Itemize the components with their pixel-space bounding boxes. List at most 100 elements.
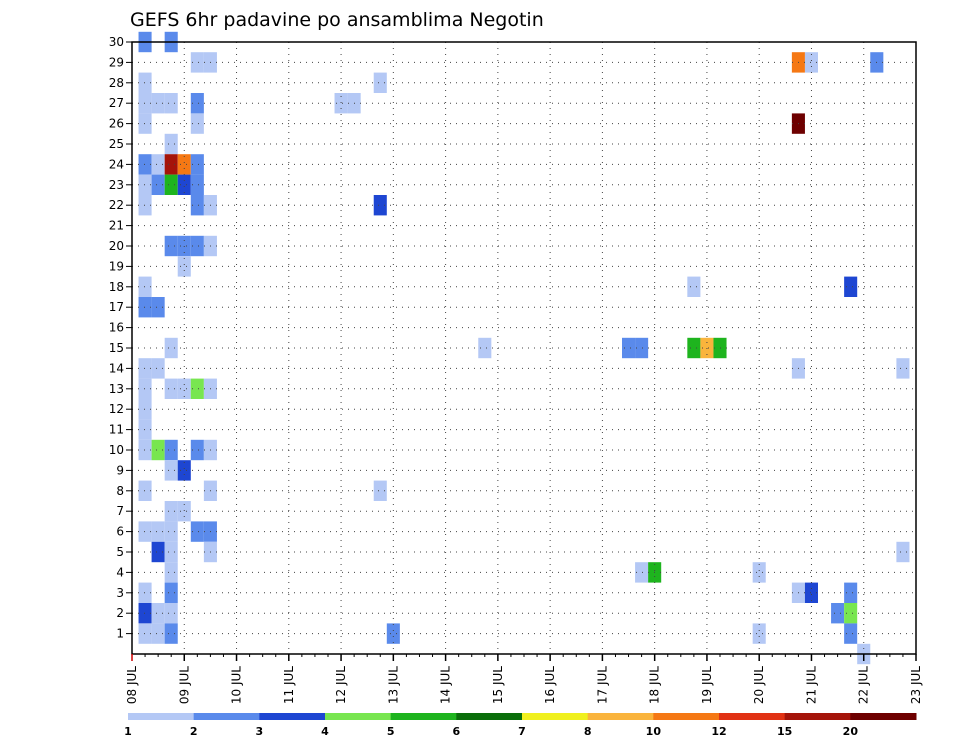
heatmap-cell <box>151 439 165 461</box>
y-tick-label: 6 <box>116 525 124 539</box>
heatmap-cell <box>844 623 858 644</box>
y-tick-label: 30 <box>109 35 124 49</box>
heatmap-cell <box>844 276 858 297</box>
heatmap-cell <box>138 603 152 624</box>
heatmap-cell <box>138 521 152 542</box>
heatmap-cell <box>177 460 191 481</box>
x-tick-label: 09 JUL <box>177 666 191 704</box>
heatmap-cell <box>138 419 152 440</box>
heatmap-cell <box>164 154 178 175</box>
heatmap-cell <box>164 378 178 399</box>
y-tick-label: 26 <box>109 117 124 131</box>
heatmap-cell <box>896 541 910 563</box>
heatmap-cell <box>844 603 858 624</box>
heatmap-cell <box>151 154 165 175</box>
heatmap-cell <box>804 582 818 603</box>
heatmap-cell <box>164 541 178 563</box>
heatmap-cell <box>373 480 387 501</box>
heatmap-cell <box>334 93 348 114</box>
y-tick-label: 13 <box>109 382 124 396</box>
legend-label: 2 <box>190 725 198 738</box>
heatmap-cell <box>190 154 204 175</box>
y-tick-label: 27 <box>109 96 124 110</box>
heatmap-cell <box>164 174 178 195</box>
legend-label: 20 <box>843 725 859 738</box>
heatmap-cell <box>164 562 178 583</box>
x-tick-label: 11 JUL <box>282 666 296 704</box>
legend-swatch <box>587 713 654 720</box>
heatmap-cell <box>138 93 152 114</box>
heatmap-cell <box>804 52 818 73</box>
y-tick-label: 19 <box>109 259 124 273</box>
legend-label: 6 <box>453 725 461 738</box>
heatmap-cell <box>138 439 152 461</box>
heatmap-cell <box>190 521 204 542</box>
legend-label: 12 <box>711 725 726 738</box>
legend-swatch <box>522 713 589 720</box>
heatmap-cell <box>164 521 178 542</box>
y-tick-label: 2 <box>116 606 124 620</box>
x-tick-label: 21 JUL <box>804 666 818 704</box>
heatmap-cell <box>164 501 178 522</box>
heatmap-cell <box>190 235 204 257</box>
y-tick-label: 24 <box>109 157 124 171</box>
y-tick-label: 1 <box>116 627 124 641</box>
heatmap-cell <box>177 378 191 399</box>
heatmap-cell <box>138 378 152 399</box>
heatmap-cell <box>138 154 152 175</box>
heatmap-cell <box>164 623 178 644</box>
legend-label: 1 <box>124 725 132 738</box>
legend-label: 5 <box>387 725 395 738</box>
y-tick-label: 16 <box>109 321 124 335</box>
y-tick-label: 5 <box>116 545 124 559</box>
heatmap-cell <box>190 439 204 461</box>
heatmap-cell <box>151 93 165 114</box>
y-tick-label: 4 <box>116 565 124 579</box>
legend-swatch <box>653 713 720 720</box>
heatmap-cell <box>138 297 152 318</box>
y-tick-label: 10 <box>109 443 124 457</box>
legend-label: 8 <box>584 725 592 738</box>
heatmap-cell <box>151 623 165 644</box>
heatmap-cell <box>177 256 191 277</box>
legend-label: 3 <box>256 725 264 738</box>
heatmap-cell <box>635 562 649 583</box>
heatmap-cell <box>138 399 152 420</box>
heatmap-cell <box>622 337 636 359</box>
y-tick-label: 14 <box>109 361 124 375</box>
heatmap-cell <box>752 562 766 583</box>
heatmap-cell <box>190 113 204 134</box>
y-tick-label: 21 <box>109 219 124 233</box>
y-tick-label: 29 <box>109 55 124 69</box>
heatmap-cell <box>138 174 152 195</box>
y-tick-label: 18 <box>109 280 124 294</box>
heatmap-cell <box>151 603 165 624</box>
legend-swatch <box>784 713 851 720</box>
heatmap-cell <box>752 623 766 644</box>
heatmap-cell <box>177 174 191 195</box>
legend: 1 2 3 4 5 6 7 8 10 12 15 20 <box>124 713 917 738</box>
y-tick-label: 15 <box>109 341 124 355</box>
x-tick-label: 20 JUL <box>752 666 766 704</box>
x-tick-label: 10 JUL <box>230 666 244 704</box>
x-tick-label: 17 JUL <box>595 666 609 704</box>
y-tick-label: 3 <box>116 586 124 600</box>
heatmap-cell <box>190 195 204 216</box>
legend-label: 15 <box>777 725 792 738</box>
heatmap-cell <box>164 460 178 481</box>
heatmap-cell <box>635 337 649 359</box>
y-tick-label: 25 <box>109 137 124 151</box>
heatmap-cell <box>190 52 204 73</box>
y-tick-label: 22 <box>109 198 124 212</box>
legend-label: 7 <box>518 725 526 738</box>
heatmap-cell <box>164 439 178 461</box>
heatmap-cell <box>138 358 152 379</box>
heatmap-cell <box>151 174 165 195</box>
legend-swatch <box>390 713 457 720</box>
heatmap-cell <box>190 378 204 399</box>
legend-swatch <box>456 713 523 720</box>
heatmap-cell <box>151 297 165 318</box>
heatmap-cell <box>687 276 701 297</box>
y-tick-label: 28 <box>109 76 124 90</box>
